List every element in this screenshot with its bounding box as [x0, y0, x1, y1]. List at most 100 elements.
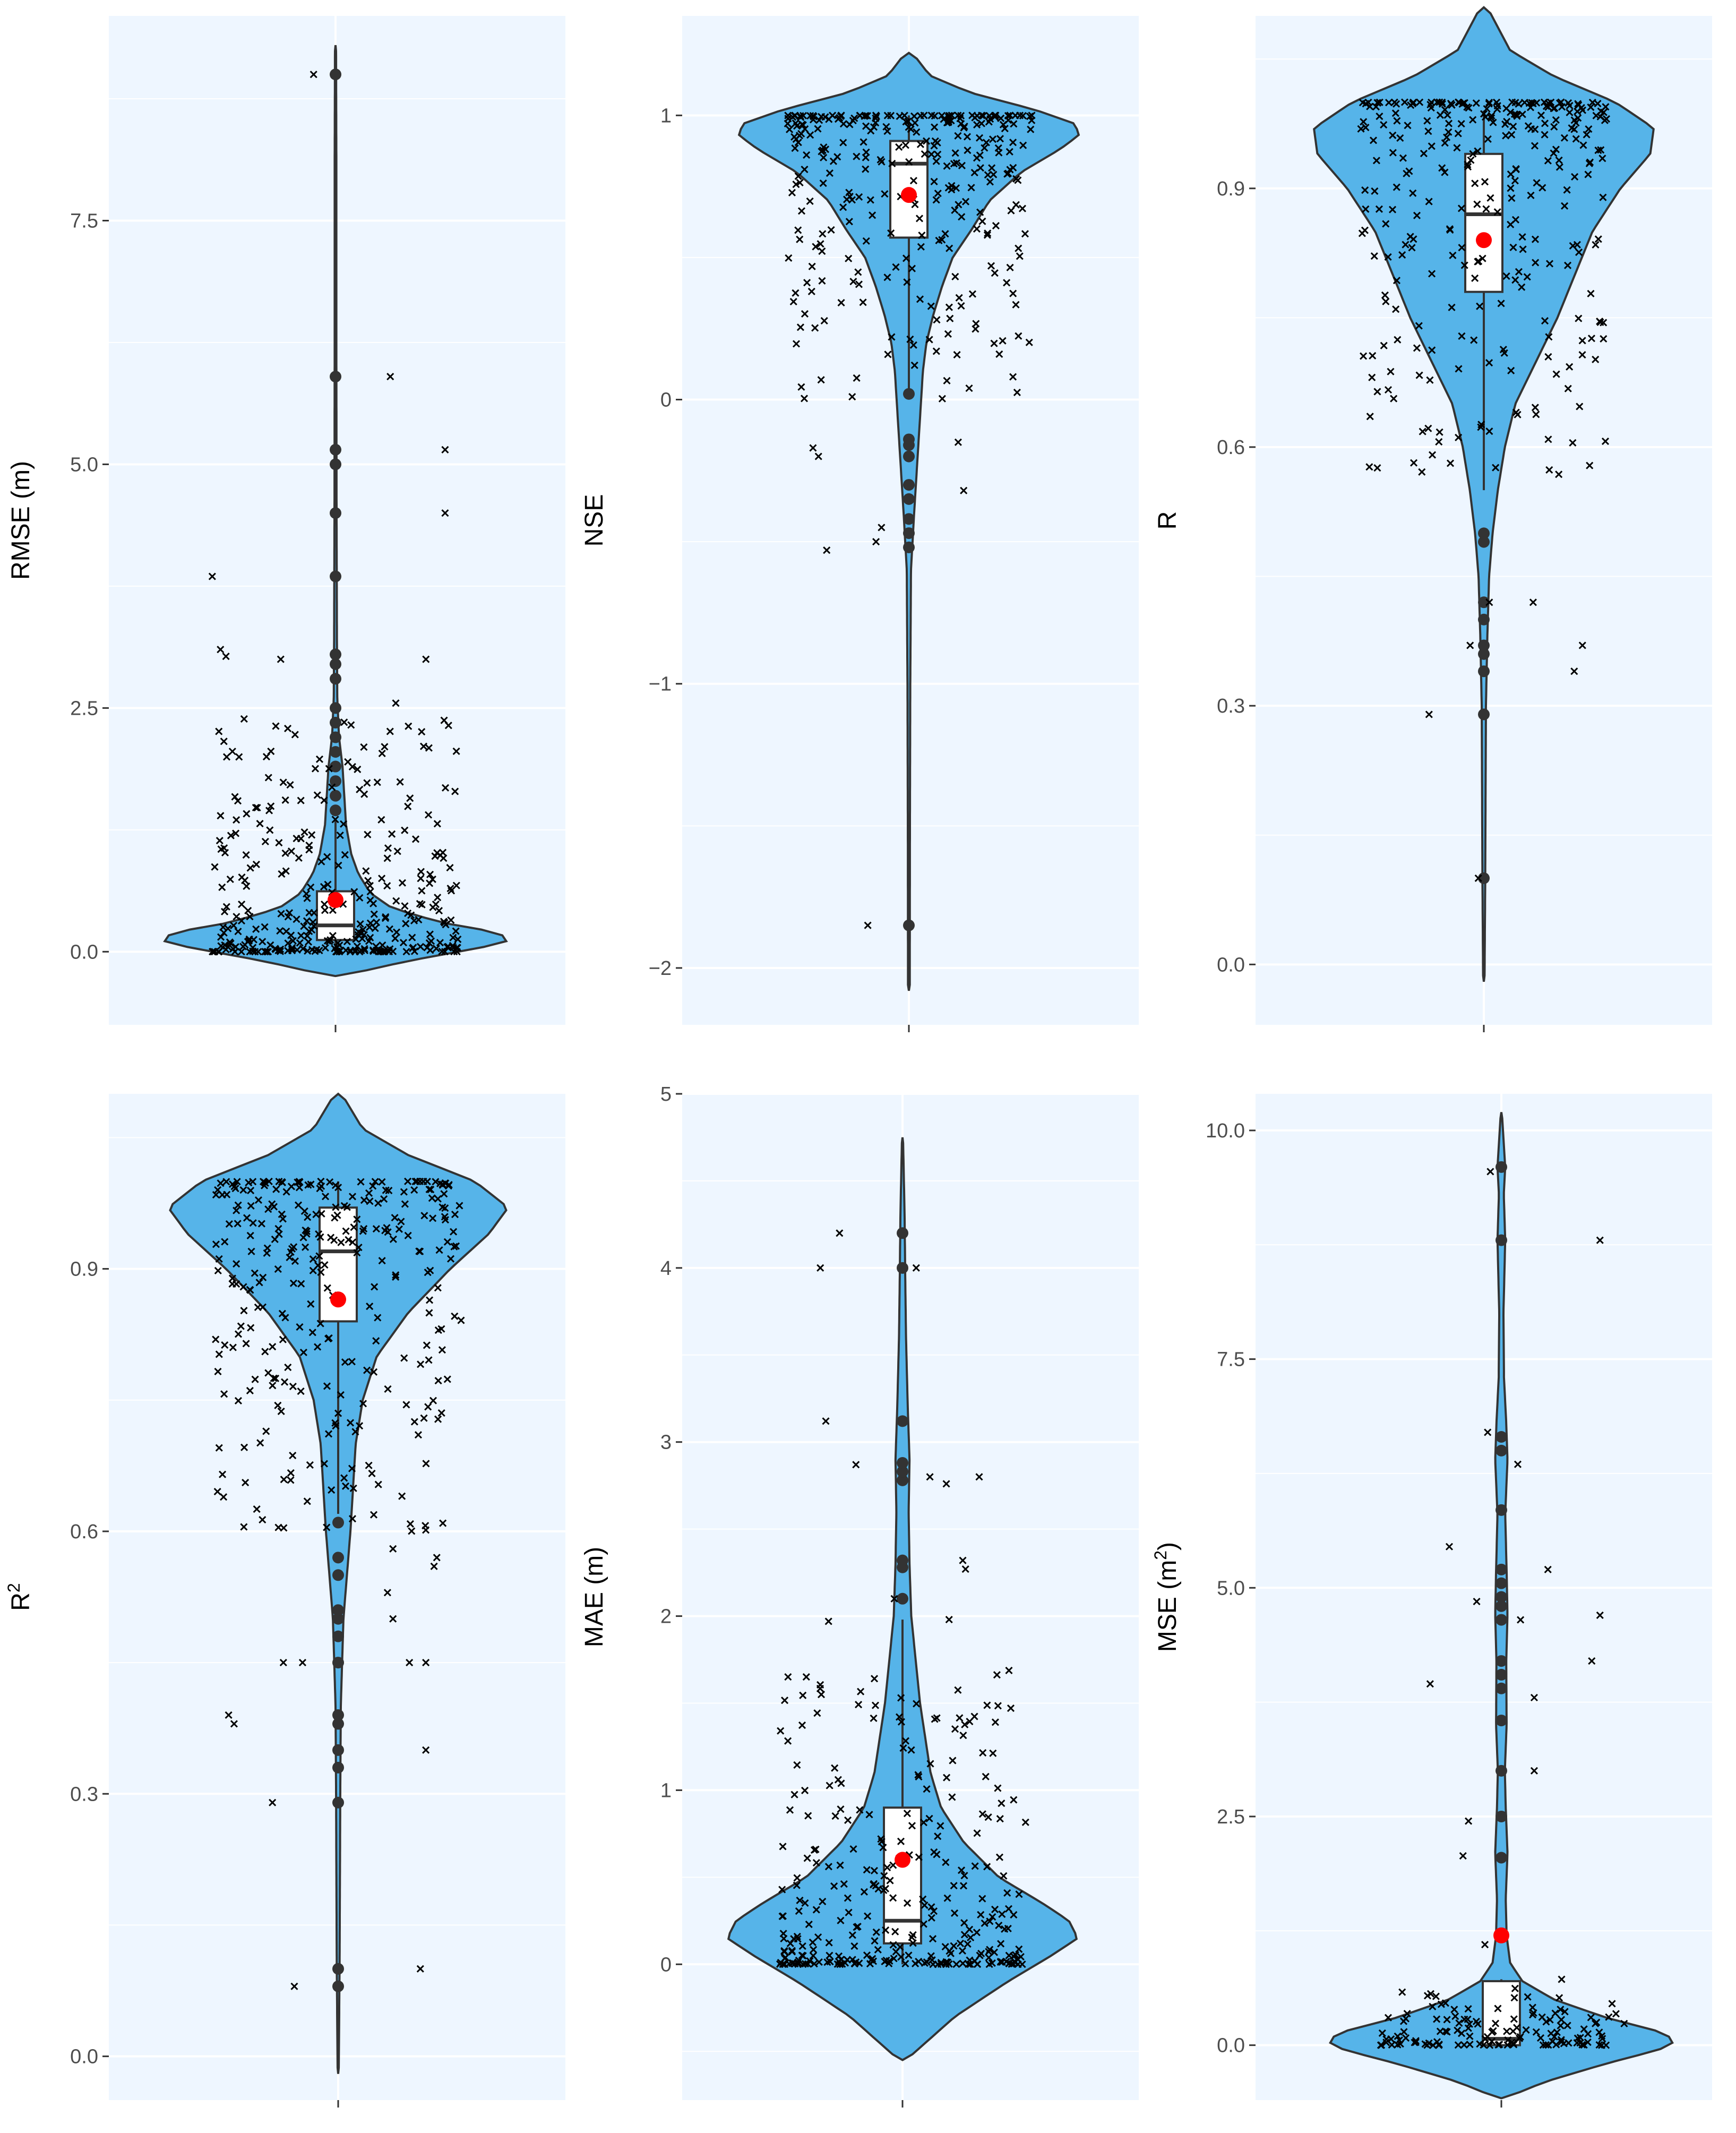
- jitter-point: [973, 1960, 982, 1968]
- jitter-point: [1396, 134, 1404, 142]
- jitter-point: [323, 1284, 331, 1292]
- jitter-point: [452, 881, 460, 889]
- outlier-point: [897, 1415, 908, 1427]
- jitter-point: [281, 796, 289, 804]
- jitter-point: [874, 1885, 882, 1893]
- outlier-point: [1478, 527, 1490, 539]
- jitter-point: [282, 867, 290, 875]
- jitter-point: [1564, 384, 1572, 392]
- jitter-point: [817, 1264, 824, 1272]
- jitter-point: [383, 854, 391, 862]
- jitter-point: [790, 133, 798, 141]
- jitter-point: [366, 888, 374, 896]
- jitter-point: [997, 1940, 1005, 1948]
- jitter-point: [1420, 150, 1428, 158]
- jitter-point: [221, 1238, 229, 1246]
- jitter-point: [419, 742, 428, 750]
- jitter-point: [871, 1701, 880, 1709]
- jitter-point: [1433, 2015, 1441, 2023]
- jitter-point: [910, 361, 918, 370]
- jitter-point: [352, 935, 360, 943]
- jitter-point: [1512, 110, 1520, 119]
- jitter-point: [1586, 461, 1594, 469]
- jitter-point: [1443, 2028, 1451, 2036]
- jitter-point: [422, 1522, 429, 1530]
- jitter-point: [274, 1265, 282, 1273]
- jitter-point: [857, 1687, 865, 1695]
- jitter-point: [1419, 427, 1426, 435]
- outlier-point: [330, 570, 341, 582]
- jitter-point: [1511, 1984, 1519, 1992]
- jitter-point: [1374, 99, 1382, 107]
- mean-point: [1476, 232, 1492, 249]
- jitter-point: [826, 1951, 833, 1959]
- jitter-point: [975, 1473, 983, 1481]
- jitter-point: [1560, 134, 1568, 142]
- outlier-point: [1496, 1444, 1507, 1457]
- jitter-point: [790, 112, 798, 120]
- jitter-point: [275, 838, 283, 847]
- jitter-point: [441, 1213, 449, 1221]
- jitter-point: [281, 849, 289, 857]
- jitter-point: [1360, 118, 1368, 126]
- jitter-point: [1503, 117, 1511, 125]
- jitter-point: [1587, 335, 1596, 342]
- jitter-point: [796, 1896, 804, 1904]
- jitter-point: [422, 655, 430, 663]
- jitter-point: [231, 943, 239, 951]
- jitter-point: [1608, 2000, 1616, 2008]
- jitter-point: [304, 938, 313, 946]
- jitter-point: [356, 894, 364, 902]
- jitter-point: [981, 144, 989, 152]
- y-tick-label: 0.6: [1217, 436, 1245, 459]
- jitter-point: [425, 744, 433, 752]
- jitter-point: [786, 125, 794, 133]
- jitter-point: [342, 1227, 350, 1235]
- outlier-point: [1478, 665, 1490, 678]
- jitter-point: [443, 943, 451, 951]
- jitter-point: [800, 395, 809, 402]
- jitter-point: [271, 1374, 280, 1383]
- jitter-point: [396, 778, 404, 786]
- jitter-point: [456, 1202, 463, 1210]
- jitter-point: [252, 860, 260, 869]
- jitter-point: [1496, 2041, 1503, 2049]
- jitter-point: [1550, 105, 1558, 113]
- jitter-point: [222, 653, 230, 661]
- jitter-point: [365, 1461, 373, 1469]
- jitter-point: [424, 1269, 432, 1277]
- jitter-point: [899, 1744, 907, 1752]
- outlier-point: [1496, 1600, 1507, 1612]
- y-tick-label: −2: [649, 957, 672, 980]
- jitter-point: [432, 945, 440, 953]
- jitter-point: [905, 158, 913, 166]
- jitter-point: [1466, 2041, 1474, 2049]
- jitter-point: [449, 933, 457, 941]
- jitter-point: [234, 797, 242, 805]
- jitter-point: [262, 1427, 270, 1435]
- jitter-point: [1394, 336, 1402, 344]
- iqr-box: [883, 1806, 922, 1944]
- jitter-point: [226, 875, 234, 884]
- jitter-point: [944, 330, 952, 338]
- jitter-point: [1570, 125, 1578, 133]
- jitter-point: [228, 748, 236, 756]
- jitter-point: [778, 1886, 786, 1894]
- jitter-point: [864, 1912, 872, 1920]
- jitter-point: [1477, 421, 1485, 429]
- jitter-point: [321, 1261, 329, 1269]
- jitter-point: [315, 755, 324, 763]
- jitter-point: [238, 901, 246, 909]
- jitter-point: [1464, 2024, 1472, 2032]
- jitter-point: [953, 351, 961, 359]
- jitter-point: [218, 883, 226, 892]
- jitter-point: [240, 1443, 248, 1451]
- jitter-point: [347, 721, 355, 729]
- jitter-point: [975, 134, 984, 142]
- jitter-point: [862, 122, 870, 130]
- jitter-point: [1393, 100, 1400, 108]
- jitter-point: [348, 1515, 356, 1523]
- jitter-point: [1000, 1872, 1008, 1880]
- jitter-point: [1546, 2016, 1554, 2024]
- jitter-point: [978, 1895, 986, 1903]
